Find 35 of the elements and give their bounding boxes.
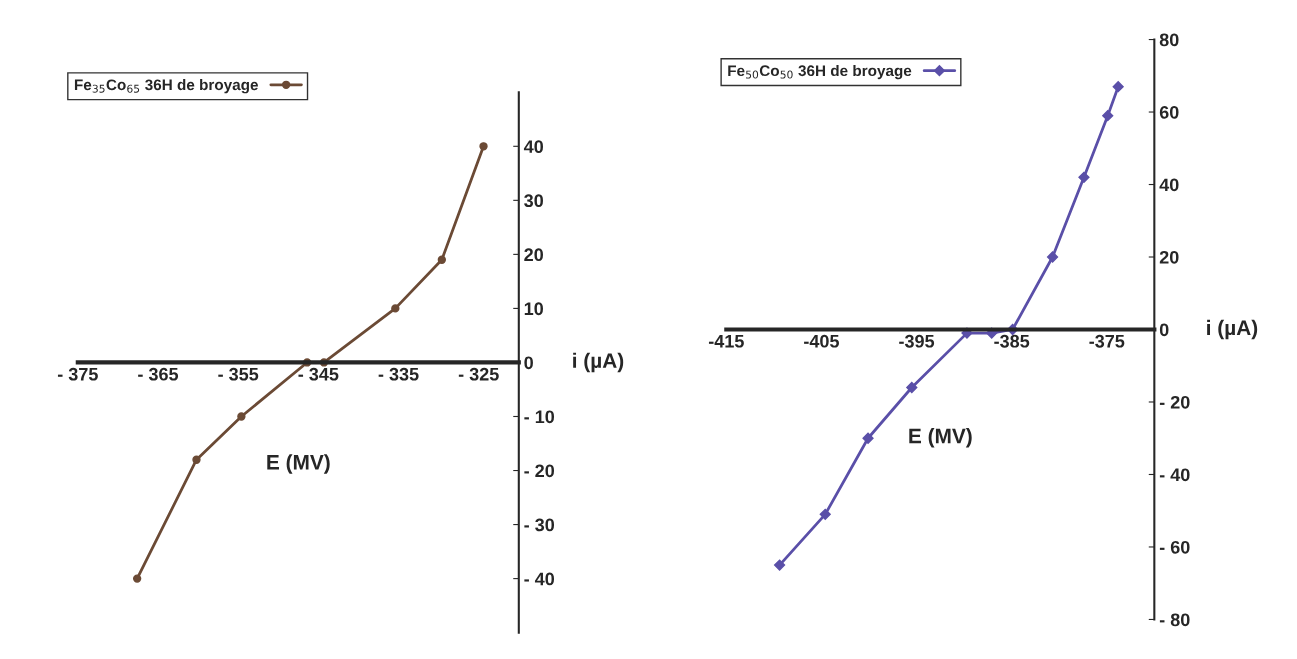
y-tick-label: 20: [1159, 250, 1179, 264]
y-tick-label: - 40: [1159, 468, 1190, 482]
x-tick-label: -415: [708, 335, 744, 348]
y-tick-label: - 30: [524, 518, 555, 532]
x-axis-title: E (MV): [267, 454, 330, 474]
x-tick-label: - 335: [378, 367, 419, 381]
x-tick-label: -385: [994, 334, 1030, 348]
y-tick-label: 20: [524, 248, 543, 262]
y-tick-label: 10: [524, 302, 543, 316]
y-tick-label: - 20: [1159, 395, 1190, 409]
x-tick-label: - 325: [458, 367, 499, 381]
legend-label: Fe$_{50}$Co$_{50}$ 36H de broyage: [728, 64, 912, 80]
x-tick-label: - 365: [138, 367, 179, 381]
y-tick-label: 30: [524, 194, 543, 208]
y-tick-label: - 20: [524, 464, 555, 478]
y-tick-label: - 10: [524, 410, 555, 424]
y-tick-label: 60: [1159, 105, 1179, 119]
y-axis-title: i (µA): [573, 352, 624, 373]
y-tick-label: - 40: [524, 572, 555, 586]
y-tick-label: - 60: [1159, 540, 1190, 554]
x-tick-label: - 355: [218, 367, 259, 381]
x-tick-label: - 375: [57, 367, 98, 381]
y-tick-label: 40: [1159, 178, 1179, 192]
y-tick-label: - 80: [1159, 613, 1190, 627]
legend-label: Fe$_{35}$Co$_{65}$ 36H de broyage: [74, 78, 258, 94]
y-axis-title: i (µA): [1207, 319, 1258, 340]
y-tick-label: 0: [524, 356, 533, 370]
x-tick-label: -395: [899, 334, 935, 348]
y-tick-label: 80: [1159, 33, 1179, 47]
x-axis-title: E (MV): [909, 428, 972, 448]
x-tick-label: -375: [1089, 334, 1125, 348]
y-tick-label: 0: [1159, 323, 1169, 337]
x-tick-label: -405: [804, 334, 839, 348]
x-tick-label: - 345: [298, 367, 339, 381]
y-tick-label: 40: [523, 140, 543, 154]
